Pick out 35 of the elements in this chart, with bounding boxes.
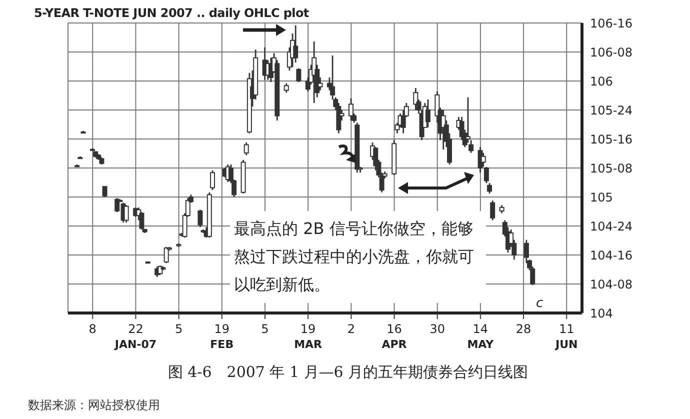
- x-tick-label: 2: [347, 322, 355, 336]
- y-tick-label: 106: [590, 74, 613, 88]
- candlestick: [124, 204, 129, 224]
- x-tick-label: 14 MAY: [467, 322, 495, 351]
- y-tick-label: 105: [590, 190, 613, 204]
- candlestick: [413, 87, 418, 111]
- y-tick-label: 105-16: [590, 132, 633, 146]
- candlestick: [293, 24, 298, 64]
- annotation: 最高点的 2B 信号让你做空，能够熬过下跌过程中的小洗盘，你就可以吃到新低。: [230, 211, 486, 303]
- x-tick-label: 22 JAN-07: [114, 322, 157, 351]
- x-tick-label: 8: [88, 322, 96, 336]
- x-tick-label: 28: [516, 322, 532, 336]
- candlestick: [480, 152, 486, 168]
- x-tick-label: 5: [261, 322, 269, 336]
- y-tick-label: 104-08: [590, 277, 633, 292]
- x-tick-label: 5: [174, 322, 183, 336]
- y-tick-label: 104-24: [590, 219, 633, 234]
- y-tick-label: 105-08: [590, 161, 633, 176]
- x-tick-label: 11 JUN: [554, 322, 578, 351]
- chart-title: 5-YEAR T-NOTE JUN 2007 .. daily OHLC plot: [34, 6, 309, 20]
- x-tick-label: 19 FEB: [210, 322, 234, 351]
- caption: 图 4-6 2007 年 1 月—6 月的五年期债券合约日线图: [166, 363, 530, 382]
- candlestick: [465, 96, 470, 144]
- y-tick-label: 106-16: [590, 16, 633, 30]
- candlestick: [348, 98, 354, 122]
- annotation: c: [536, 296, 544, 311]
- y-tick-label: 104: [590, 306, 613, 320]
- y-tick-label: 104-16: [590, 248, 633, 262]
- source-note: 数据来源：网站授权使用: [28, 397, 160, 414]
- y-tick-label: 105-24: [590, 103, 633, 118]
- x-tick-label: 16 APR: [382, 322, 408, 351]
- x-tick-label: 19 MAR: [294, 322, 323, 351]
- x-tick-label: 30: [430, 322, 445, 336]
- y-tick-label: 106-08: [590, 45, 633, 60]
- candlestick: [425, 98, 430, 128]
